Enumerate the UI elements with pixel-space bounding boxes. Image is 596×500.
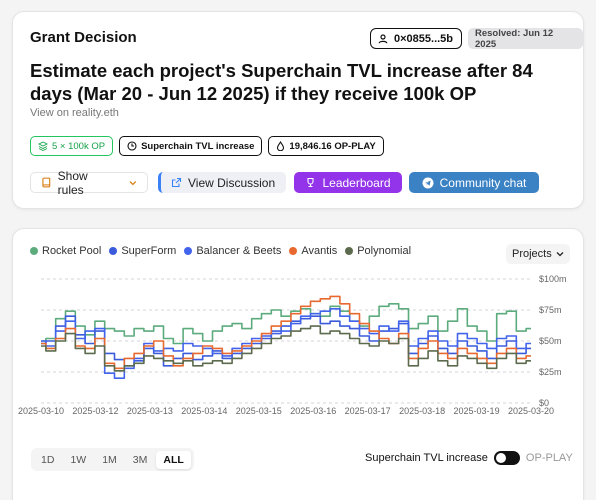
grant-decision-card: Grant Decision 0×0855...5b Resolved: Jun…: [12, 11, 584, 209]
resolved-badge: Resolved: Jun 12 2025: [468, 28, 583, 50]
address-text: 0×0855...5b: [394, 32, 454, 45]
series-line-rocket-pool[interactable]: [41, 303, 531, 345]
metric-toggle: Superchain TVL increase OP-PLAY: [365, 451, 573, 465]
grant-tag-label: 5 × 100k OP: [52, 140, 106, 152]
card-title: Grant Decision: [30, 29, 137, 46]
range-1d-button[interactable]: 1D: [41, 453, 55, 466]
reality-eth-link[interactable]: View on reality.eth: [30, 107, 119, 119]
metric-toggle-switch[interactable]: [493, 451, 520, 465]
x-tick-label: 2025-03-18: [399, 406, 445, 416]
projects-dropdown-label: Projects: [512, 248, 552, 260]
legend-label: Balancer & Beets: [196, 245, 282, 257]
series-line-balancer-beets[interactable]: [41, 308, 531, 379]
legend-item-polynomial[interactable]: Polynomial: [345, 245, 411, 257]
y-tick-label: $25m: [539, 367, 562, 377]
trophy-icon: [307, 177, 315, 188]
x-tick-label: 2025-03-14: [181, 406, 227, 416]
user-icon: [378, 33, 388, 43]
community-chat-label: Community chat: [439, 175, 527, 190]
x-tick-label: 2025-03-20: [508, 406, 554, 416]
pool-tag-label: 19,846.16 OP-PLAY: [289, 140, 376, 152]
book-icon: [42, 177, 51, 188]
question-title: Estimate each project's Superchain TVL i…: [30, 60, 533, 104]
toggle-knob: [495, 453, 506, 463]
legend-item-superform[interactable]: SuperForm: [109, 245, 176, 257]
toggle-on-label: Superchain TVL increase: [365, 452, 488, 464]
legend-dot: [184, 247, 193, 255]
legend-label: Polynomial: [357, 245, 412, 257]
metric-tag-label: Superchain TVL increase: [141, 140, 255, 152]
time-range-selector: 1D 1W 1M 3M ALL: [31, 448, 194, 471]
range-3m-button[interactable]: 3M: [132, 453, 148, 466]
legend-dot: [289, 247, 298, 255]
legend-label: Rocket Pool: [42, 245, 102, 257]
layers-icon: [38, 141, 48, 151]
legend-item-rocket-pool[interactable]: Rocket Pool: [30, 245, 101, 257]
range-1w-button[interactable]: 1W: [70, 453, 87, 466]
y-tick-label: $75m: [539, 305, 562, 315]
leaderboard-label: Leaderboard: [322, 175, 391, 190]
metric-tag: Superchain TVL increase: [119, 136, 263, 156]
x-tick-label: 2025-03-15: [236, 406, 282, 416]
legend-dot: [30, 247, 38, 255]
range-1m-button[interactable]: 1M: [102, 453, 117, 466]
legend-item-avantis[interactable]: Avantis: [289, 245, 337, 257]
telegram-icon: [422, 177, 434, 188]
clock-icon: [127, 141, 137, 151]
legend-item-balancer[interactable]: Balancer & Beets: [184, 245, 281, 257]
x-tick-label: 2025-03-10: [18, 406, 64, 416]
y-tick-label: $50m: [539, 336, 562, 346]
legend-label: Avantis: [301, 245, 338, 257]
x-tick-label: 2025-03-17: [345, 406, 391, 416]
external-link-icon: [171, 177, 182, 188]
address-badge[interactable]: 0×0855...5b: [370, 28, 463, 49]
chevron-down-icon: [129, 180, 137, 185]
series-line-polynomial[interactable]: [41, 325, 531, 372]
x-tick-label: 2025-03-16: [290, 406, 336, 416]
legend-label: SuperForm: [121, 245, 177, 257]
x-tick-label: 2025-03-13: [127, 406, 173, 416]
chevron-down-icon: [556, 252, 564, 257]
chart-card: Rocket Pool SuperForm Balancer & Beets A…: [12, 228, 584, 500]
x-tick-label: 2025-03-19: [454, 406, 500, 416]
community-chat-button[interactable]: Community chat: [409, 172, 539, 193]
projects-dropdown[interactable]: Projects: [506, 244, 570, 264]
y-tick-label: $0: [539, 398, 549, 408]
pool-tag: 19,846.16 OP-PLAY: [268, 136, 384, 156]
show-rules-label: Show rules: [57, 168, 88, 197]
leaderboard-button[interactable]: Leaderboard: [294, 172, 402, 193]
legend-dot: [345, 247, 354, 255]
legend-dot: [109, 247, 118, 255]
y-tick-label: $100m: [539, 274, 567, 284]
view-discussion-button[interactable]: View Discussion: [158, 172, 286, 193]
view-discussion-label: View Discussion: [188, 175, 276, 190]
grant-tag: 5 × 100k OP: [30, 136, 114, 156]
x-tick-label: 2025-03-12: [72, 406, 118, 416]
line-chart[interactable]: $0 $25m $50m $75m $100m 2025-03-10 2025-03-12 2…: [13, 229, 585, 429]
tag-row: 5 × 100k OP Superchain TVL increase 19,8…: [30, 136, 384, 156]
range-all-button[interactable]: ALL: [156, 450, 191, 469]
droplet-icon: [277, 141, 285, 151]
show-rules-button[interactable]: Show rules: [30, 169, 148, 197]
chart-legend: Rocket Pool SuperForm Balancer & Beets A…: [30, 245, 411, 257]
toggle-off-label: OP-PLAY: [525, 452, 573, 464]
